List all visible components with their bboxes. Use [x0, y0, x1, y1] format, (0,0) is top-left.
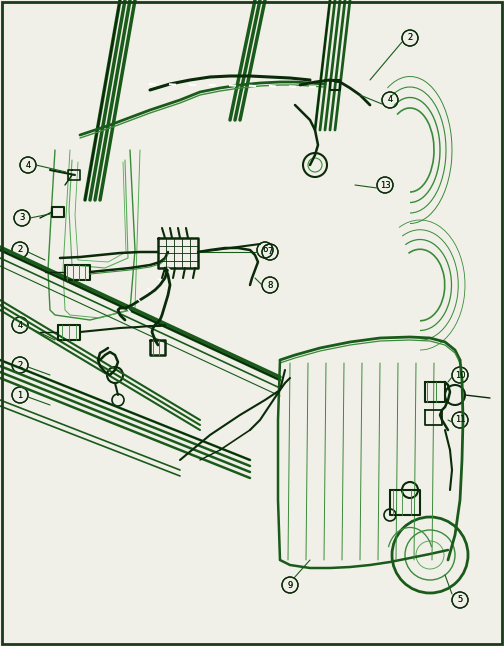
Text: 2: 2 — [17, 245, 23, 255]
Text: 1: 1 — [17, 390, 23, 399]
Text: 4: 4 — [25, 160, 31, 169]
Text: 7: 7 — [267, 247, 273, 256]
Text: 3: 3 — [19, 213, 25, 222]
Text: 11: 11 — [455, 415, 465, 424]
Text: 4: 4 — [388, 96, 393, 105]
Text: 6: 6 — [262, 245, 268, 255]
Text: 4: 4 — [25, 160, 31, 169]
Text: 9: 9 — [287, 581, 293, 590]
Text: 8: 8 — [267, 280, 273, 289]
Text: 11: 11 — [455, 415, 465, 424]
Text: 3: 3 — [19, 213, 25, 222]
Text: 13: 13 — [380, 180, 390, 189]
Text: 4: 4 — [388, 96, 393, 105]
Text: 2: 2 — [407, 34, 413, 43]
Text: 9: 9 — [287, 581, 293, 590]
Text: 4: 4 — [17, 320, 23, 329]
Text: 13: 13 — [380, 180, 390, 189]
Text: 4: 4 — [17, 320, 23, 329]
Text: 6: 6 — [262, 245, 268, 255]
Text: 2: 2 — [17, 360, 23, 370]
Text: 1: 1 — [17, 390, 23, 399]
Text: 2: 2 — [17, 360, 23, 370]
Text: 2: 2 — [407, 34, 413, 43]
Text: 10: 10 — [455, 371, 465, 379]
Text: 8: 8 — [267, 280, 273, 289]
Text: 10: 10 — [455, 371, 465, 379]
Text: 7: 7 — [267, 247, 273, 256]
Text: 5: 5 — [457, 596, 463, 605]
Text: 2: 2 — [17, 245, 23, 255]
Text: 5: 5 — [457, 596, 463, 605]
